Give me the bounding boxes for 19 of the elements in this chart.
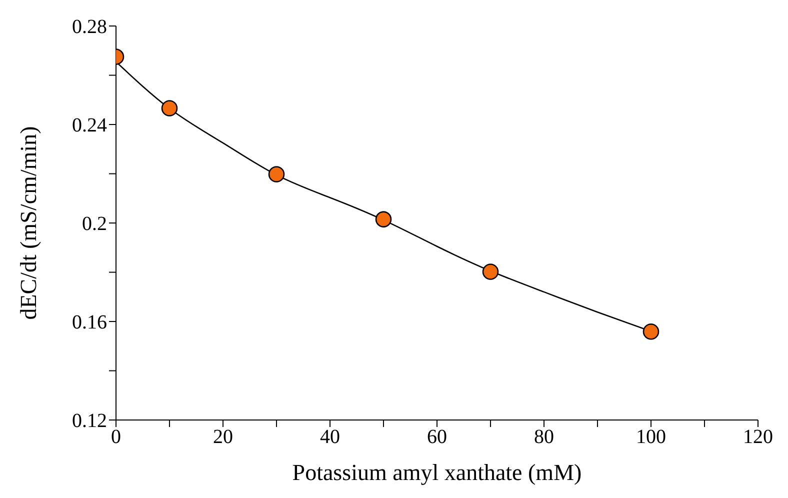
y-tick-label: 0.12 bbox=[72, 410, 107, 432]
x-tick-label: 0 bbox=[111, 426, 121, 448]
y-tick-label: 0.24 bbox=[72, 114, 107, 137]
point bbox=[642, 323, 660, 340]
y-tick-label: 0.28 bbox=[72, 16, 107, 38]
point bbox=[375, 211, 392, 228]
y-tick-label: 0.16 bbox=[72, 312, 107, 334]
x-tick-label: 40 bbox=[320, 426, 340, 448]
point bbox=[482, 264, 499, 280]
point bbox=[268, 166, 285, 182]
x-tick-label: 80 bbox=[534, 426, 554, 448]
x-axis-title: Potassium amyl xanthate (mM) bbox=[292, 460, 582, 485]
x-tick-label: 120 bbox=[743, 426, 773, 448]
y-axis-title: dEC/dt (mS/cm/min) bbox=[16, 126, 42, 320]
x-tick-label: 60 bbox=[427, 426, 447, 448]
x-tick-label: 100 bbox=[636, 426, 666, 448]
point bbox=[161, 100, 178, 116]
x-tick-label: 20 bbox=[213, 426, 233, 448]
y-tick-label: 0.2 bbox=[82, 213, 107, 236]
